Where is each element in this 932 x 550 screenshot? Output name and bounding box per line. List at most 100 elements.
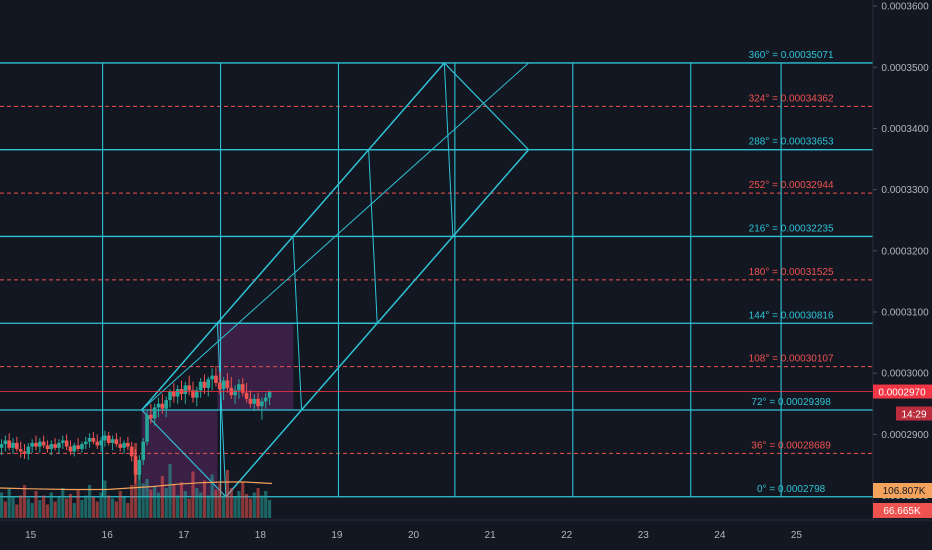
candle <box>64 434 69 451</box>
candle-body <box>3 440 8 445</box>
candle <box>45 440 50 453</box>
candle-body <box>34 442 38 447</box>
volume-bar <box>49 492 53 518</box>
candle-body <box>137 460 142 475</box>
volume-bar <box>57 497 61 518</box>
volume-bar <box>34 491 38 518</box>
candle-body <box>183 385 188 394</box>
time-axis-ticks: 15 16 17 18 19 20 21 22 23 24 25 <box>25 530 802 541</box>
candle-body <box>114 439 119 445</box>
volume-bar <box>222 495 226 518</box>
gann-level-label: 252° = 0.00032944 <box>749 180 834 191</box>
time-axis-panel[interactable] <box>0 520 932 550</box>
candle <box>103 430 107 447</box>
candle-body <box>149 414 153 419</box>
candle <box>206 376 211 397</box>
time-tick-label: 21 <box>485 530 497 541</box>
candle-body <box>99 440 103 446</box>
candle <box>195 386 199 407</box>
candle <box>15 436 19 452</box>
candle <box>172 382 176 403</box>
candle-body <box>38 441 42 447</box>
gann-level-labels: 360° = 0.00035071 324° = 0.00034362 288° =… <box>749 50 834 495</box>
candle-body <box>41 441 46 446</box>
time-tick-label: 25 <box>791 530 803 541</box>
gann-level-label: 324° = 0.00034362 <box>749 93 834 104</box>
volume-bar <box>38 500 42 518</box>
volume-bar <box>206 495 210 518</box>
candle <box>240 378 245 397</box>
volume-bar <box>130 485 134 518</box>
volume-bar <box>202 480 207 518</box>
candle-body <box>60 440 65 443</box>
volume-bar <box>225 470 230 518</box>
candle-body <box>145 414 149 442</box>
volume-bar <box>172 485 176 518</box>
candle-body <box>126 442 130 447</box>
candle <box>22 444 27 459</box>
candle-body <box>206 379 211 388</box>
candle <box>91 431 96 445</box>
candle <box>38 438 42 453</box>
candle <box>118 436 123 452</box>
volume-bar <box>95 501 99 518</box>
candle <box>99 436 103 452</box>
volume-bar <box>210 474 214 518</box>
candle-body <box>233 390 237 396</box>
gann-level-label: 216° = 0.00032235 <box>749 223 834 234</box>
volume-moving-average <box>0 481 272 491</box>
price-axis-panel[interactable] <box>873 0 932 520</box>
candle <box>260 397 264 420</box>
candle-body <box>172 391 176 397</box>
volume-bar <box>53 501 57 518</box>
candle <box>76 438 80 452</box>
candle-body <box>87 438 92 442</box>
candle <box>198 378 203 398</box>
candle <box>175 385 180 404</box>
candle-body <box>198 381 203 391</box>
candle-body <box>11 442 15 448</box>
volume-bar <box>45 504 50 518</box>
candle <box>122 440 126 454</box>
candle <box>80 441 84 453</box>
gann-level-label: 108° = 0.00030107 <box>749 354 834 365</box>
candle <box>244 382 249 403</box>
volume-bar <box>229 488 233 518</box>
price-tick-label: 0.0003000 <box>881 369 929 380</box>
candle <box>11 438 15 454</box>
candle <box>263 392 268 409</box>
candle <box>106 431 111 446</box>
volume-bar <box>168 464 172 518</box>
volume-bar <box>3 501 7 518</box>
price-tick-label: 0.0002900 <box>881 430 929 441</box>
volume-bar <box>260 495 264 518</box>
candle-body <box>106 435 111 443</box>
volume-bar <box>267 500 272 518</box>
candle-body <box>267 391 272 398</box>
gann-diagonals <box>141 62 605 498</box>
candle-body <box>0 444 4 448</box>
candle <box>191 381 195 403</box>
candle <box>248 390 253 408</box>
candle <box>133 449 138 484</box>
gann-time-lines <box>102 62 782 497</box>
gann-level-label: 144° = 0.00030816 <box>749 310 834 321</box>
candle-body <box>30 442 34 447</box>
candle <box>160 393 165 414</box>
candle <box>68 440 73 456</box>
time-tick-label: 18 <box>255 530 267 541</box>
candle <box>149 403 153 424</box>
volume-bar <box>183 491 187 518</box>
current-price-label: 0.0002970 <box>878 388 926 399</box>
candle-body <box>64 440 69 447</box>
volume-bar <box>7 488 11 518</box>
candle <box>252 393 257 412</box>
price-tick-label: 0.0003300 <box>881 185 929 196</box>
candle-body <box>244 392 249 399</box>
candle-body <box>133 456 138 475</box>
candle <box>72 442 77 457</box>
candle-body <box>217 382 222 390</box>
candle <box>237 379 241 399</box>
